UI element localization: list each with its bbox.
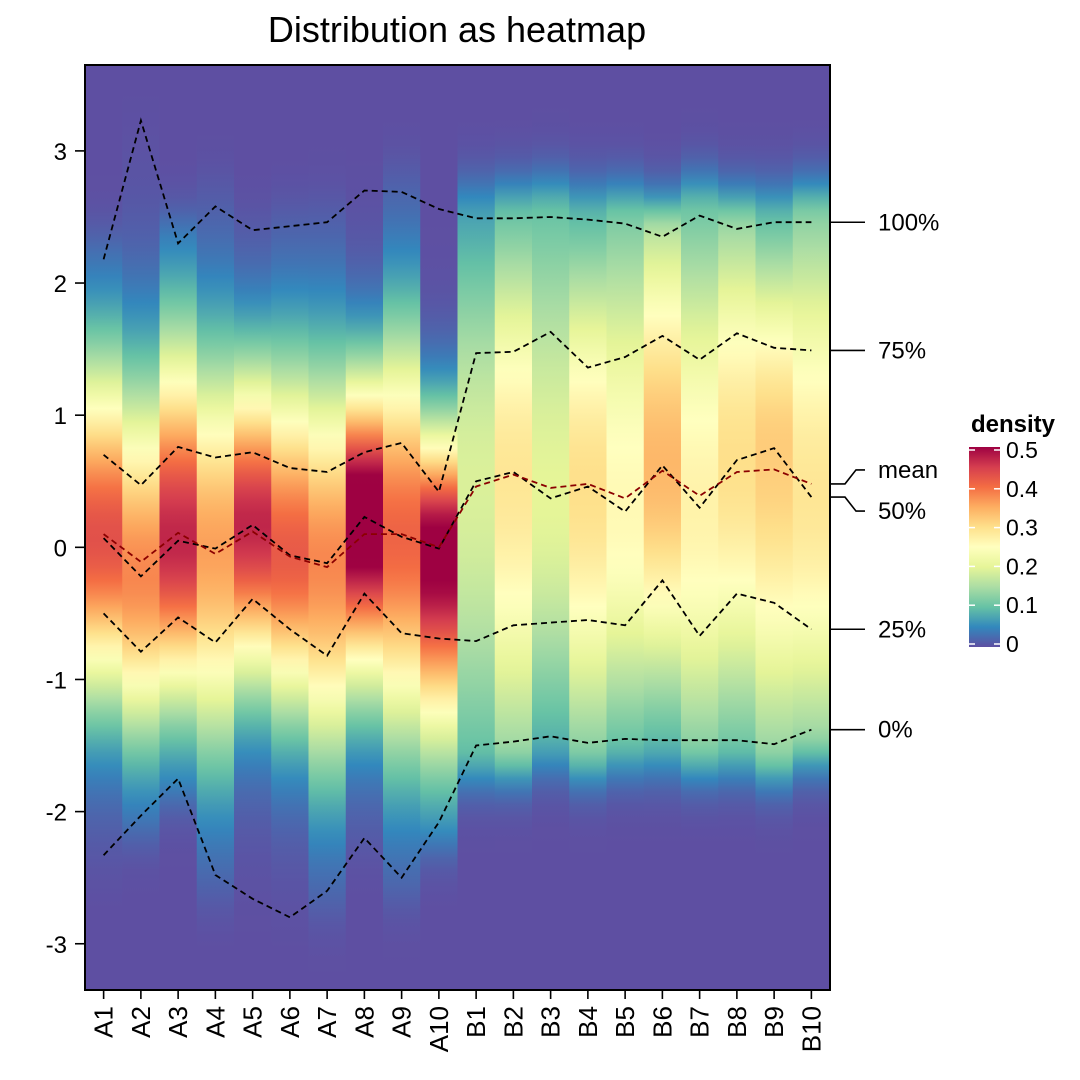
quantile-line-25pct (102, 578, 812, 657)
quantile-label-mean: mean (878, 457, 938, 484)
x-tick-label: B3 (536, 1006, 566, 1038)
x-axis: A1 A2 A3 A4 A5 A6 A7 A8 A9 A10 B1 B2 B3 B4 B5 B6 B7 B8 B9 B… (89, 990, 826, 1052)
x-tick-label: B9 (759, 1006, 789, 1038)
legend-colorbar (969, 447, 1000, 647)
heatmap-column-a10 (420, 65, 459, 990)
x-tick-label: A8 (349, 1006, 379, 1038)
x-tick-label: A5 (238, 1006, 268, 1038)
heatmap-column-b10 (792, 65, 831, 990)
heatmap-column-a1 (85, 65, 123, 990)
heatmap-column-a9 (383, 65, 421, 990)
quantile-line-75pct (103, 330, 812, 494)
heatmap-column-b8 (718, 65, 757, 990)
x-tick-label: A2 (126, 1006, 156, 1038)
x-tick-label: B7 (685, 1006, 715, 1038)
y-tick-label: 0 (54, 535, 67, 562)
legend-tick-label: 0.2 (1006, 553, 1038, 579)
x-tick-label: B1 (461, 1006, 491, 1038)
quantile-label: 75% (878, 337, 926, 364)
heatmap-column-a5 (234, 65, 272, 990)
y-tick-label: 3 (54, 139, 67, 166)
quantile-line-50pct (102, 447, 813, 578)
quantile-label: 25% (878, 616, 926, 643)
quantile-line-0pct (102, 728, 812, 919)
heatmap-column-b2 (494, 65, 533, 990)
label-connector (830, 496, 865, 512)
x-tick-label: A6 (275, 1006, 305, 1038)
legend-tick-label: 0.4 (1006, 476, 1038, 502)
x-tick-label: A3 (163, 1006, 193, 1038)
x-tick-label: B4 (573, 1006, 603, 1038)
heatmap-column-a7 (308, 65, 347, 990)
quantile-label-50pct: 50% (878, 498, 926, 525)
legend-tick-label: 0.3 (1006, 515, 1038, 541)
x-tick-label: B2 (498, 1006, 528, 1038)
heatmap-column-b4 (569, 65, 608, 990)
legend-tick-label: 0 (1006, 631, 1019, 657)
heatmap-column-a2 (122, 65, 161, 990)
legend-tick-label: 0.5 (1006, 437, 1038, 463)
x-tick-label: A9 (387, 1006, 417, 1038)
x-tick-label: A10 (424, 1006, 454, 1052)
heatmap-column-b6 (643, 65, 682, 990)
x-tick-label: A7 (312, 1006, 342, 1038)
y-tick-label: -1 (46, 667, 67, 694)
y-tick-label: 2 (54, 271, 67, 298)
y-tick-label: -2 (46, 800, 67, 827)
x-tick-label: B5 (610, 1006, 640, 1038)
quantile-line-mean (103, 468, 812, 569)
x-tick-label: B8 (722, 1006, 752, 1038)
quantile-line-100pct (102, 117, 812, 260)
heatmap-columns (85, 65, 831, 990)
y-tick-label: -3 (46, 932, 67, 959)
heatmap-column-a6 (271, 65, 310, 990)
chart-title: Distribution as heatmap (268, 9, 646, 50)
y-tick-label: 1 (54, 403, 67, 430)
x-tick-label: B10 (796, 1006, 826, 1052)
quantile-labels: 100% 75% 25% 0% mean 50% (830, 209, 939, 744)
heatmap-column-a8 (345, 65, 384, 990)
heatmap-column-b1 (457, 65, 496, 990)
heatmap-column-b7 (681, 65, 719, 990)
x-tick-label: A1 (89, 1006, 119, 1038)
label-connector (830, 469, 865, 485)
heatmap-column-a4 (196, 65, 235, 990)
quantile-label: 100% (878, 209, 939, 236)
heatmap-column-b5 (606, 65, 645, 990)
quantile-lines (102, 117, 813, 919)
heatmap-column-b9 (755, 65, 794, 990)
quantile-label: 0% (878, 717, 913, 744)
x-tick-label: B6 (647, 1006, 677, 1038)
heatmap-column-b3 (532, 65, 570, 990)
plot-border (84, 64, 831, 991)
legend-tick-label: 0.1 (1006, 592, 1038, 618)
y-axis: -3 -2 -1 0 1 2 3 (46, 139, 85, 959)
legend-title: density (971, 411, 1056, 438)
heatmap-column-a3 (159, 65, 198, 990)
x-tick-label: A4 (200, 1006, 230, 1038)
